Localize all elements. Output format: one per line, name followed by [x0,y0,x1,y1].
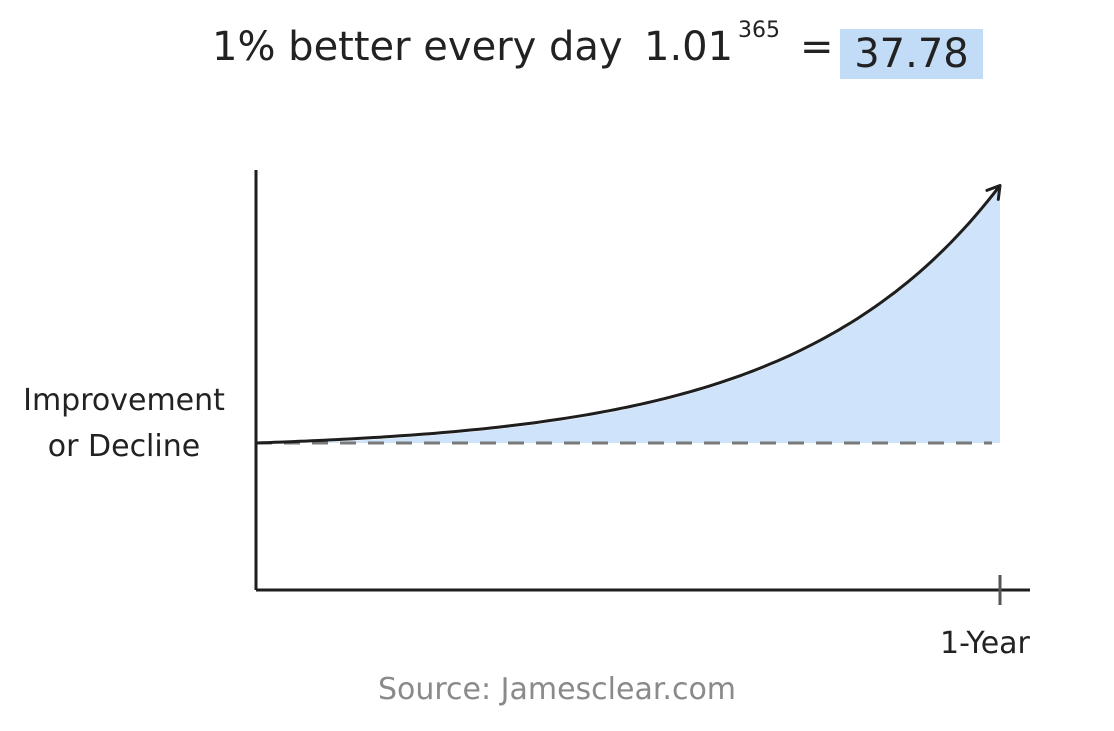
y-axis-label-line-2: or Decline [47,429,201,464]
x-axis-label: 1-Year [940,626,1030,661]
chart-title: 1% better every day [212,24,623,70]
improvement-area [256,187,1000,443]
arrow-head-icon [985,184,1002,201]
growth-curve [255,184,1002,445]
formula-result: 37.78 [840,29,983,79]
y-axis-label-line-1: Improvement [23,383,225,418]
formula-base: 1.01 [644,24,734,70]
source-caption: Source: Jamesclear.com [377,672,737,707]
formula-exponent: 365 [738,18,780,43]
y-axis-label: Improvement or Decline [16,378,232,470]
formula-equals: = [800,24,834,70]
